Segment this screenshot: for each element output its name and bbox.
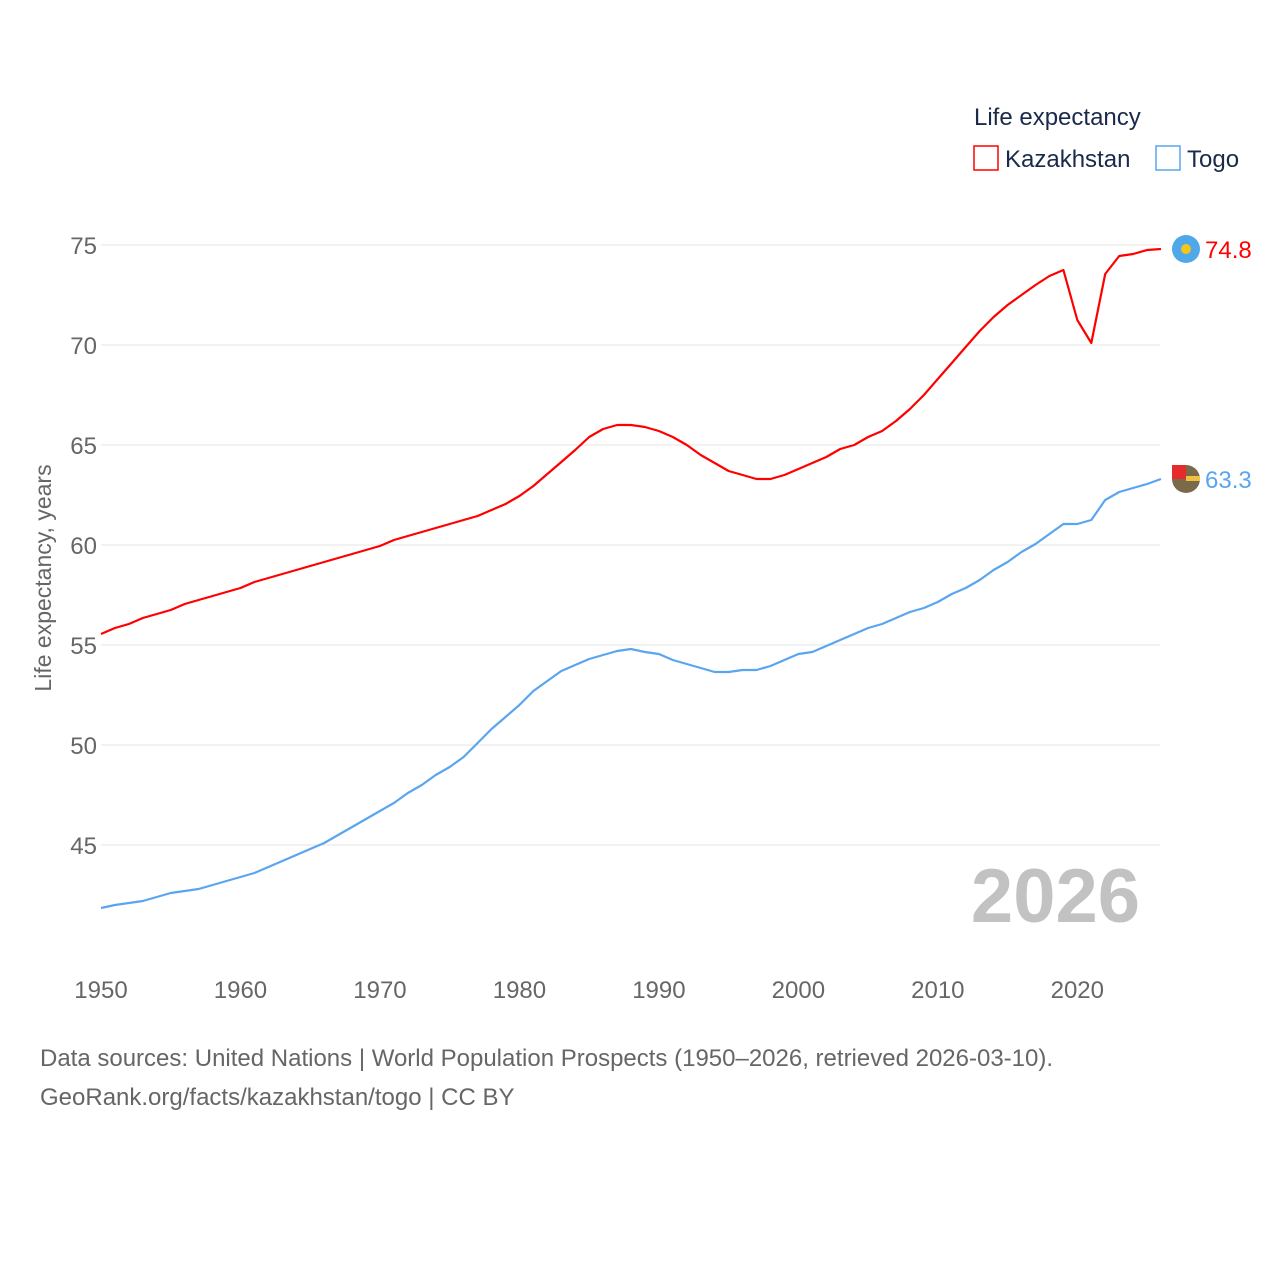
end-value-label: 74.8 bbox=[1205, 237, 1252, 264]
x-tick-label: 1980 bbox=[493, 977, 546, 1004]
year-watermark: 2026 bbox=[971, 854, 1140, 939]
legend-label: Kazakhstan bbox=[1005, 146, 1130, 173]
x-tick-label: 1950 bbox=[74, 977, 127, 1004]
y-tick-label: 70 bbox=[70, 333, 97, 360]
x-tick-label: 1960 bbox=[214, 977, 267, 1004]
legend-swatch-kazakhstan bbox=[973, 145, 999, 171]
y-tick-label: 75 bbox=[70, 233, 97, 260]
legend-title: Life expectancy bbox=[974, 104, 1141, 131]
sun-icon bbox=[1181, 244, 1191, 254]
y-tick-label: 65 bbox=[70, 433, 97, 460]
x-tick-label: 1990 bbox=[632, 977, 685, 1004]
flag-canton bbox=[1172, 465, 1186, 479]
x-tick-label: 2000 bbox=[772, 977, 825, 1004]
y-tick-label: 55 bbox=[70, 633, 97, 660]
y-axis-title: Life expectancy, years bbox=[30, 464, 56, 691]
series-line-togo bbox=[100, 477, 1162, 910]
y-tick-label: 45 bbox=[70, 833, 97, 860]
series-line-kazakhstan bbox=[100, 247, 1162, 636]
y-tick-label: 60 bbox=[70, 533, 97, 560]
y-tick-label: 50 bbox=[70, 733, 97, 760]
x-tick-label: 1970 bbox=[353, 977, 406, 1004]
attribution-link[interactable]: GeoRank.org/facts/kazakhstan/togo | CC B… bbox=[40, 1084, 515, 1111]
x-tick-label: 2010 bbox=[911, 977, 964, 1004]
flag-stripe bbox=[1186, 476, 1200, 481]
end-value-label: 63.3 bbox=[1205, 467, 1252, 494]
legend-swatch-togo bbox=[1155, 145, 1181, 171]
x-tick-label: 2020 bbox=[1051, 977, 1104, 1004]
data-source-text: Data sources: United Nations | World Pop… bbox=[40, 1045, 1054, 1072]
legend-label: Togo bbox=[1187, 146, 1239, 173]
